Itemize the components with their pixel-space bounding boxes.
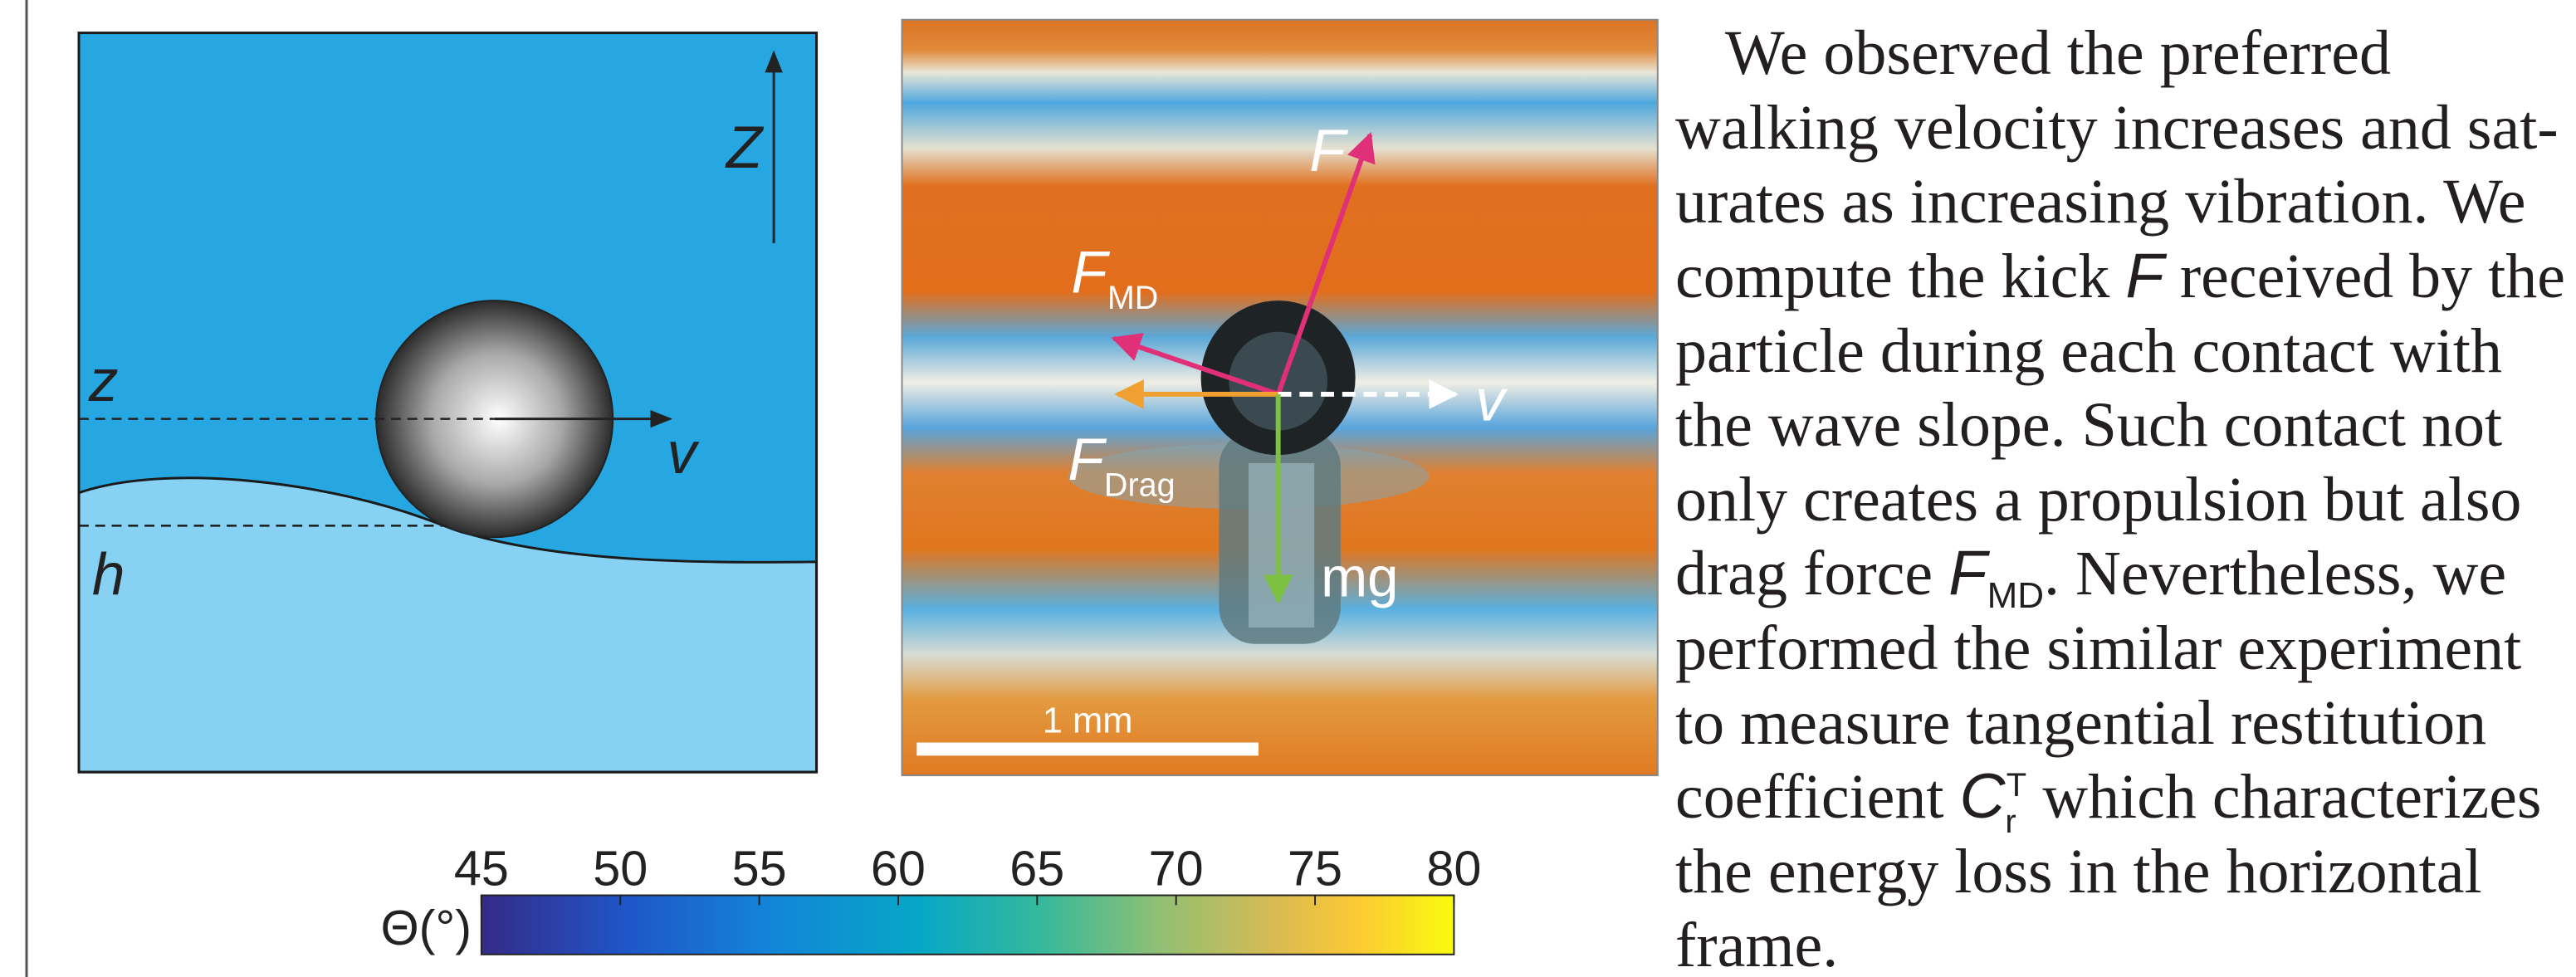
height-label: h [92, 542, 125, 608]
weight-label: mg [1321, 546, 1398, 608]
symbol: C [1960, 761, 2007, 832]
figure: Z z v h F FMD FDrag v mg 1 mm [79, 20, 1658, 955]
tick-label: 60 [871, 841, 926, 896]
symbol: F [2125, 241, 2167, 311]
axis-label: Z [725, 115, 765, 181]
text-line: only creates a propulsion but also [1675, 465, 2521, 535]
text-line: coefficient CrT which characterizes [1675, 761, 2541, 840]
colorbar: Θ(°) 45 50 55 60 65 70 75 80 [381, 841, 1482, 955]
text-line: drag force FMD. Nevertheless, we [1675, 538, 2506, 616]
center-label: z [88, 349, 119, 414]
text-line: We observed the preferred [1725, 18, 2391, 88]
subscript: MD [1987, 575, 2044, 616]
drag-main: F [1068, 427, 1107, 493]
text-run: compute the kick [1675, 242, 2125, 311]
velocity-label: v [667, 421, 700, 486]
text-run: coefficient [1675, 762, 1960, 832]
subscript: r [2005, 804, 2016, 840]
text-line: particle during each contact with [1675, 316, 2502, 386]
page: Z z v h F FMD FDrag v mg 1 mm [0, 0, 2576, 977]
text-line: performed the similar experiment [1675, 613, 2521, 683]
text-run: which characterizes [2026, 762, 2541, 832]
text-line: walking velocity increases and sat- [1675, 93, 2559, 163]
text-line: compute the kick F received by the [1675, 241, 2565, 311]
md-sub: MD [1107, 280, 1159, 316]
photo-velocity-label: v [1475, 369, 1508, 434]
drag-sub: Drag [1104, 467, 1176, 504]
photo: F FMD FDrag v mg 1 mm [902, 20, 1657, 775]
paragraph: We observed the preferred walking veloci… [1675, 18, 2565, 977]
tick-label: 55 [732, 841, 787, 896]
md-main: F [1071, 240, 1110, 305]
colorbar-label: Θ(°) [381, 900, 472, 955]
text-line: urates as increasing vibration. We [1675, 167, 2525, 237]
tick-label: 75 [1288, 841, 1342, 896]
text-run: drag force [1675, 539, 1948, 608]
tick-label: 80 [1426, 841, 1481, 896]
tick-label: 45 [454, 841, 509, 896]
superscript: T [2007, 767, 2026, 804]
text-line: the wave slope. Such contact not [1675, 390, 2502, 460]
text-line: frame. [1675, 911, 1838, 977]
scale-bar [917, 743, 1259, 756]
force-label: F [1309, 119, 1348, 184]
text-run: received by the [2164, 242, 2565, 311]
text-run: . Nevertheless, we [2044, 539, 2506, 608]
text-line: the energy loss in the horizontal [1675, 837, 2482, 906]
tick-label: 65 [1009, 841, 1064, 896]
symbol: F [1948, 538, 1990, 608]
scale-bar-label: 1 mm [1043, 701, 1133, 741]
schematic: Z z v h [79, 33, 817, 773]
tick-label: 70 [1149, 841, 1204, 896]
text-line: to measure tangential restitution [1675, 688, 2486, 758]
tick-label: 50 [593, 841, 648, 896]
